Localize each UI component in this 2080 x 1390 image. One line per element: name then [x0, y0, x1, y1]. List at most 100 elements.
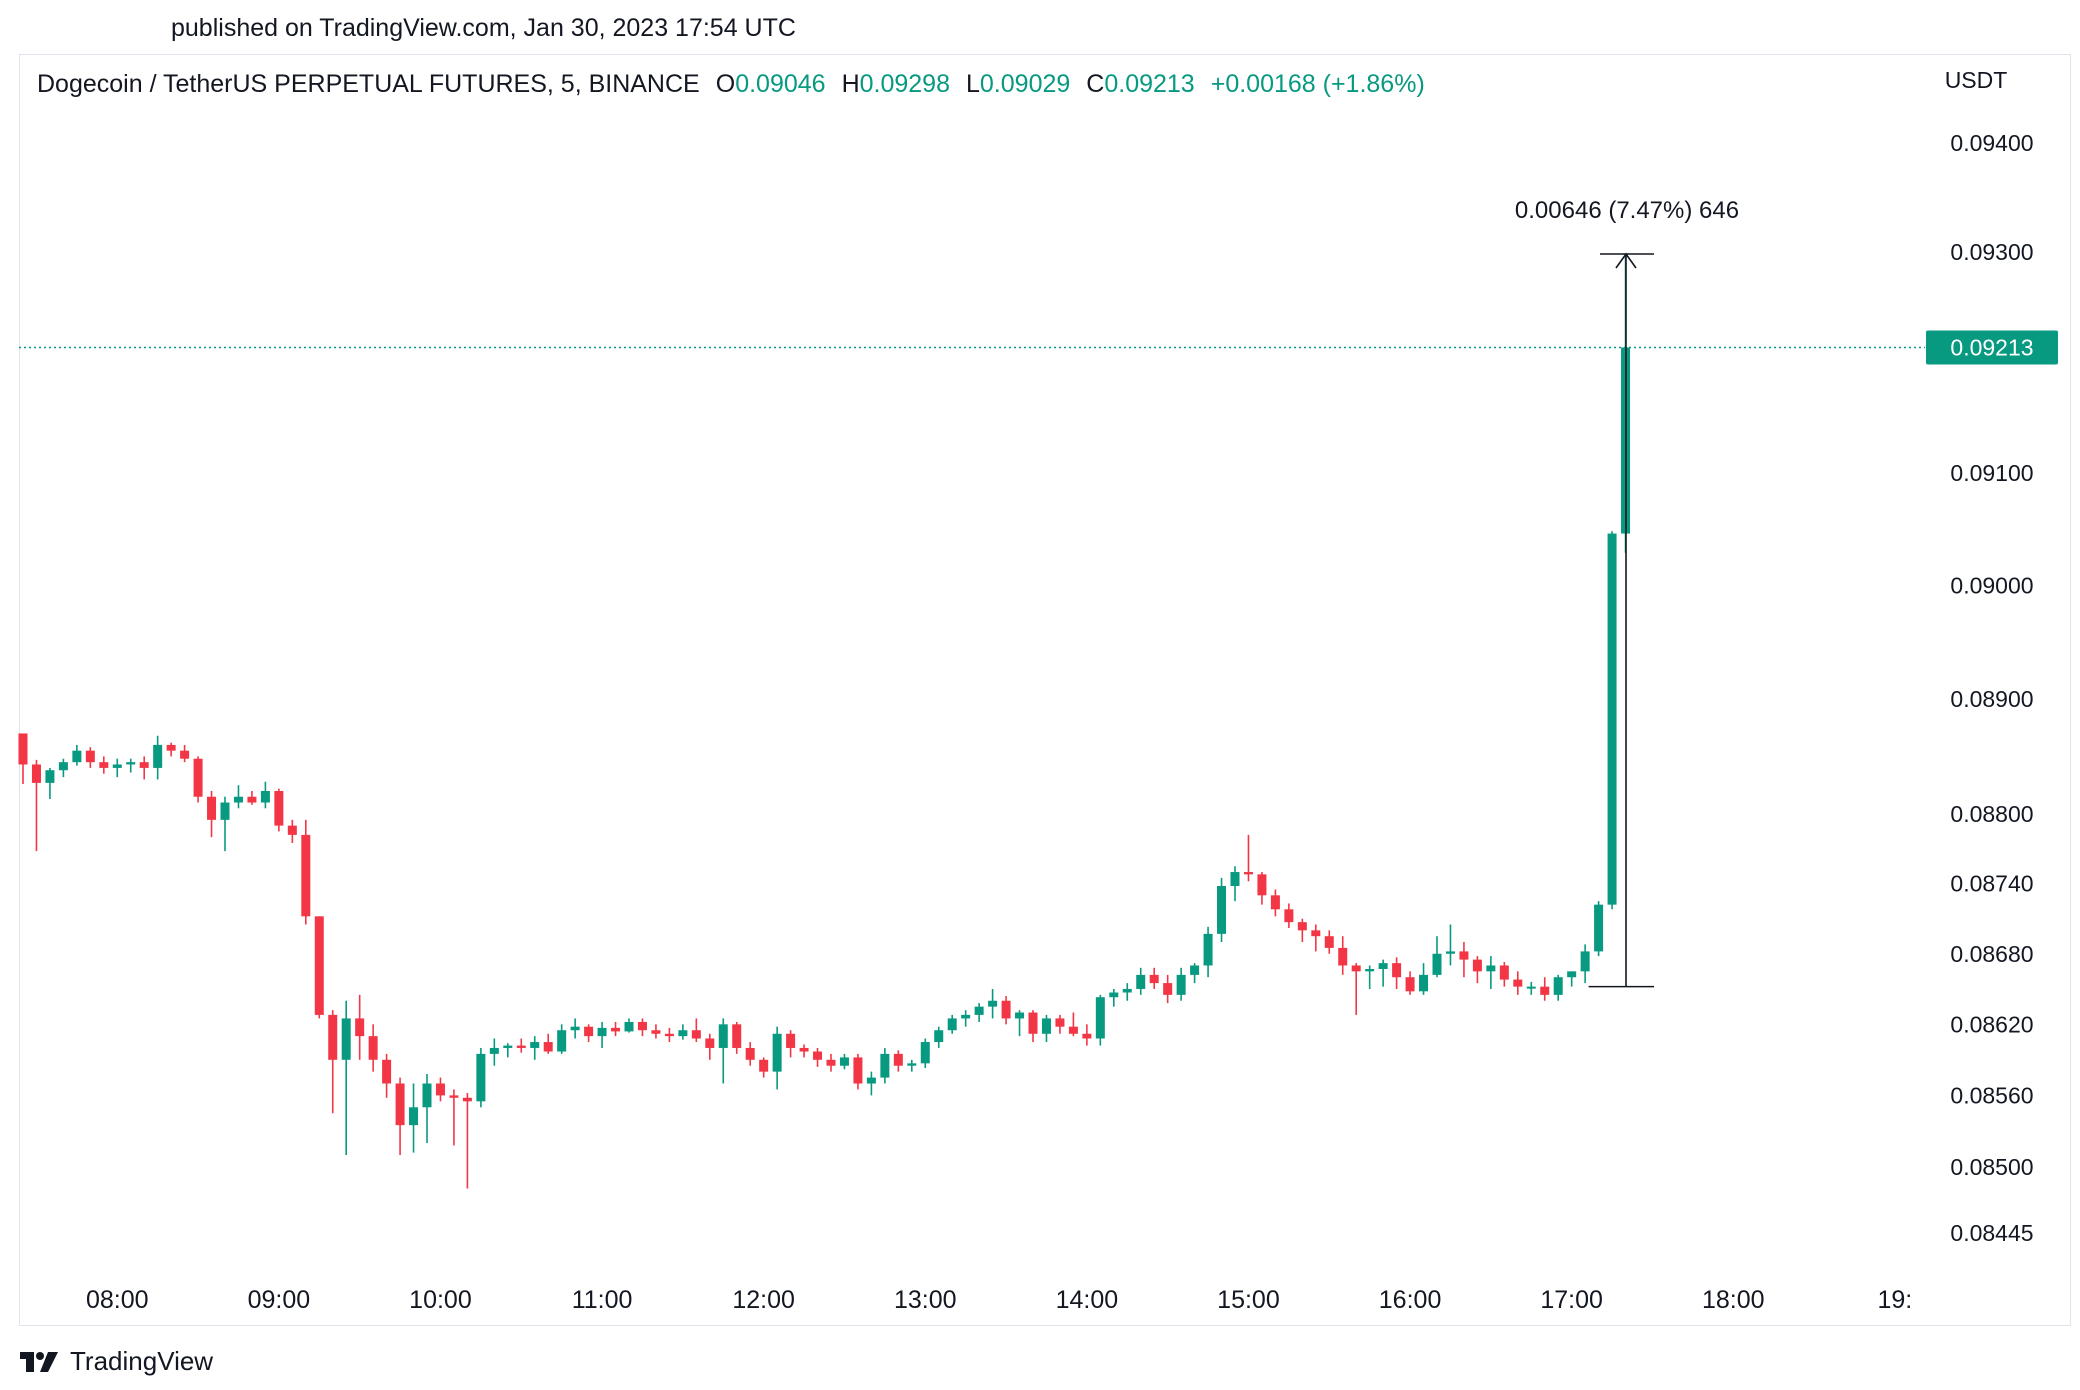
candle [1109, 988, 1119, 1007]
candle-body [1392, 963, 1402, 978]
last-price-tag-bg [1926, 330, 2058, 365]
candle [207, 790, 217, 838]
candle [449, 1089, 459, 1146]
candle [1392, 957, 1402, 989]
candle-body [718, 1024, 728, 1048]
candle [974, 1003, 984, 1022]
candle-body [1540, 986, 1550, 995]
candle-body [126, 762, 136, 765]
price-tick-label: 0.08560 [1950, 1082, 2033, 1108]
candle [382, 1053, 392, 1098]
price-unit-label: USDT [1945, 67, 2008, 93]
candle [826, 1053, 836, 1072]
candle [503, 1043, 513, 1058]
candle [435, 1077, 445, 1102]
candle [853, 1053, 863, 1090]
candle-body [207, 796, 217, 820]
price-tick-label: 0.09300 [1950, 239, 2033, 265]
price-axis[interactable]: 0.09400 0.09300 0.09213 0.09100 0.09000 0.089… [1950, 130, 2033, 1246]
measure-annotation[interactable]: 0.00646 (7.47%) 646 [1515, 197, 1739, 988]
candle [1015, 1010, 1025, 1037]
candle [1243, 834, 1253, 882]
candle [193, 756, 203, 803]
candle [1095, 994, 1105, 1046]
candle-body [1028, 1012, 1038, 1034]
candle [772, 1026, 782, 1090]
candle [85, 747, 95, 768]
price-tick-label: 0.08680 [1950, 941, 2033, 967]
time-tick-label: 10:00 [409, 1286, 472, 1314]
candle-body [543, 1042, 553, 1052]
candle [813, 1047, 823, 1067]
candle [947, 1014, 957, 1034]
candle-body [974, 1006, 984, 1015]
candle-body [1419, 974, 1429, 992]
candle-body [988, 1000, 998, 1007]
candle [1055, 1014, 1065, 1034]
tradingview-logo-icon [20, 1351, 58, 1372]
candle [1567, 971, 1577, 987]
candle [58, 758, 68, 778]
candle [839, 1053, 849, 1070]
candle-body [597, 1027, 607, 1037]
time-tick-label: 08:00 [86, 1286, 149, 1314]
candle-body [1176, 974, 1186, 995]
candle [718, 1018, 728, 1084]
candle-body [1243, 872, 1253, 875]
candle [287, 819, 297, 844]
candle-body [58, 762, 68, 771]
candle [1163, 974, 1173, 1004]
candle [1432, 936, 1442, 978]
candle-body [1109, 992, 1119, 998]
candle [314, 916, 324, 1019]
candle-body [893, 1053, 903, 1066]
candle-body [1270, 895, 1280, 910]
candle-body [1486, 965, 1496, 972]
high-label: H [841, 70, 860, 98]
candle [530, 1036, 540, 1060]
candle-body [1338, 947, 1348, 966]
candle [126, 758, 136, 773]
candle-body [732, 1024, 742, 1048]
high-value: 0.09298 [859, 70, 950, 98]
candle-body [301, 834, 311, 917]
candle-body [759, 1059, 769, 1072]
candle [1190, 963, 1200, 984]
time-axis[interactable]: 08:00 09:00 10:00 11:00 12:00 13:00 14:00 15:00… [86, 1286, 1912, 1314]
candle [961, 1010, 971, 1027]
candle-body [341, 1018, 351, 1060]
last-price-tag-label: 0.09213 [1950, 334, 2033, 360]
candle [759, 1057, 769, 1078]
candle [1068, 1012, 1078, 1037]
candle-body [422, 1083, 432, 1108]
candle-body [1405, 977, 1415, 992]
candle-body [1217, 885, 1227, 934]
candle-body [570, 1026, 580, 1031]
candle [1041, 1014, 1051, 1043]
candle-body [99, 762, 109, 768]
candle-body [1445, 951, 1455, 954]
candle-body [1472, 959, 1482, 972]
candle [624, 1018, 634, 1033]
candle-body [530, 1042, 540, 1048]
symbol-title[interactable]: Dogecoin / TetherUS PERPETUAL FUTURES, 5… [37, 70, 700, 98]
candle [584, 1024, 594, 1043]
candle-body [355, 1018, 365, 1037]
time-tick-label: 09:00 [248, 1286, 311, 1314]
candle [328, 1010, 338, 1114]
time-tick-label: 19: [1877, 1286, 1912, 1314]
candle [1553, 974, 1563, 1001]
candle-body [1068, 1026, 1078, 1034]
candle [1230, 866, 1240, 902]
candle [920, 1038, 930, 1069]
candle [233, 785, 243, 809]
candle [1122, 983, 1132, 1001]
candle-body [112, 764, 122, 768]
candle [1149, 967, 1159, 989]
published-line: published on TradingView.com, Jan 30, 20… [171, 14, 796, 42]
candle-body [651, 1030, 661, 1034]
candle-body [584, 1026, 594, 1037]
candle [422, 1074, 432, 1144]
candle [543, 1033, 553, 1054]
